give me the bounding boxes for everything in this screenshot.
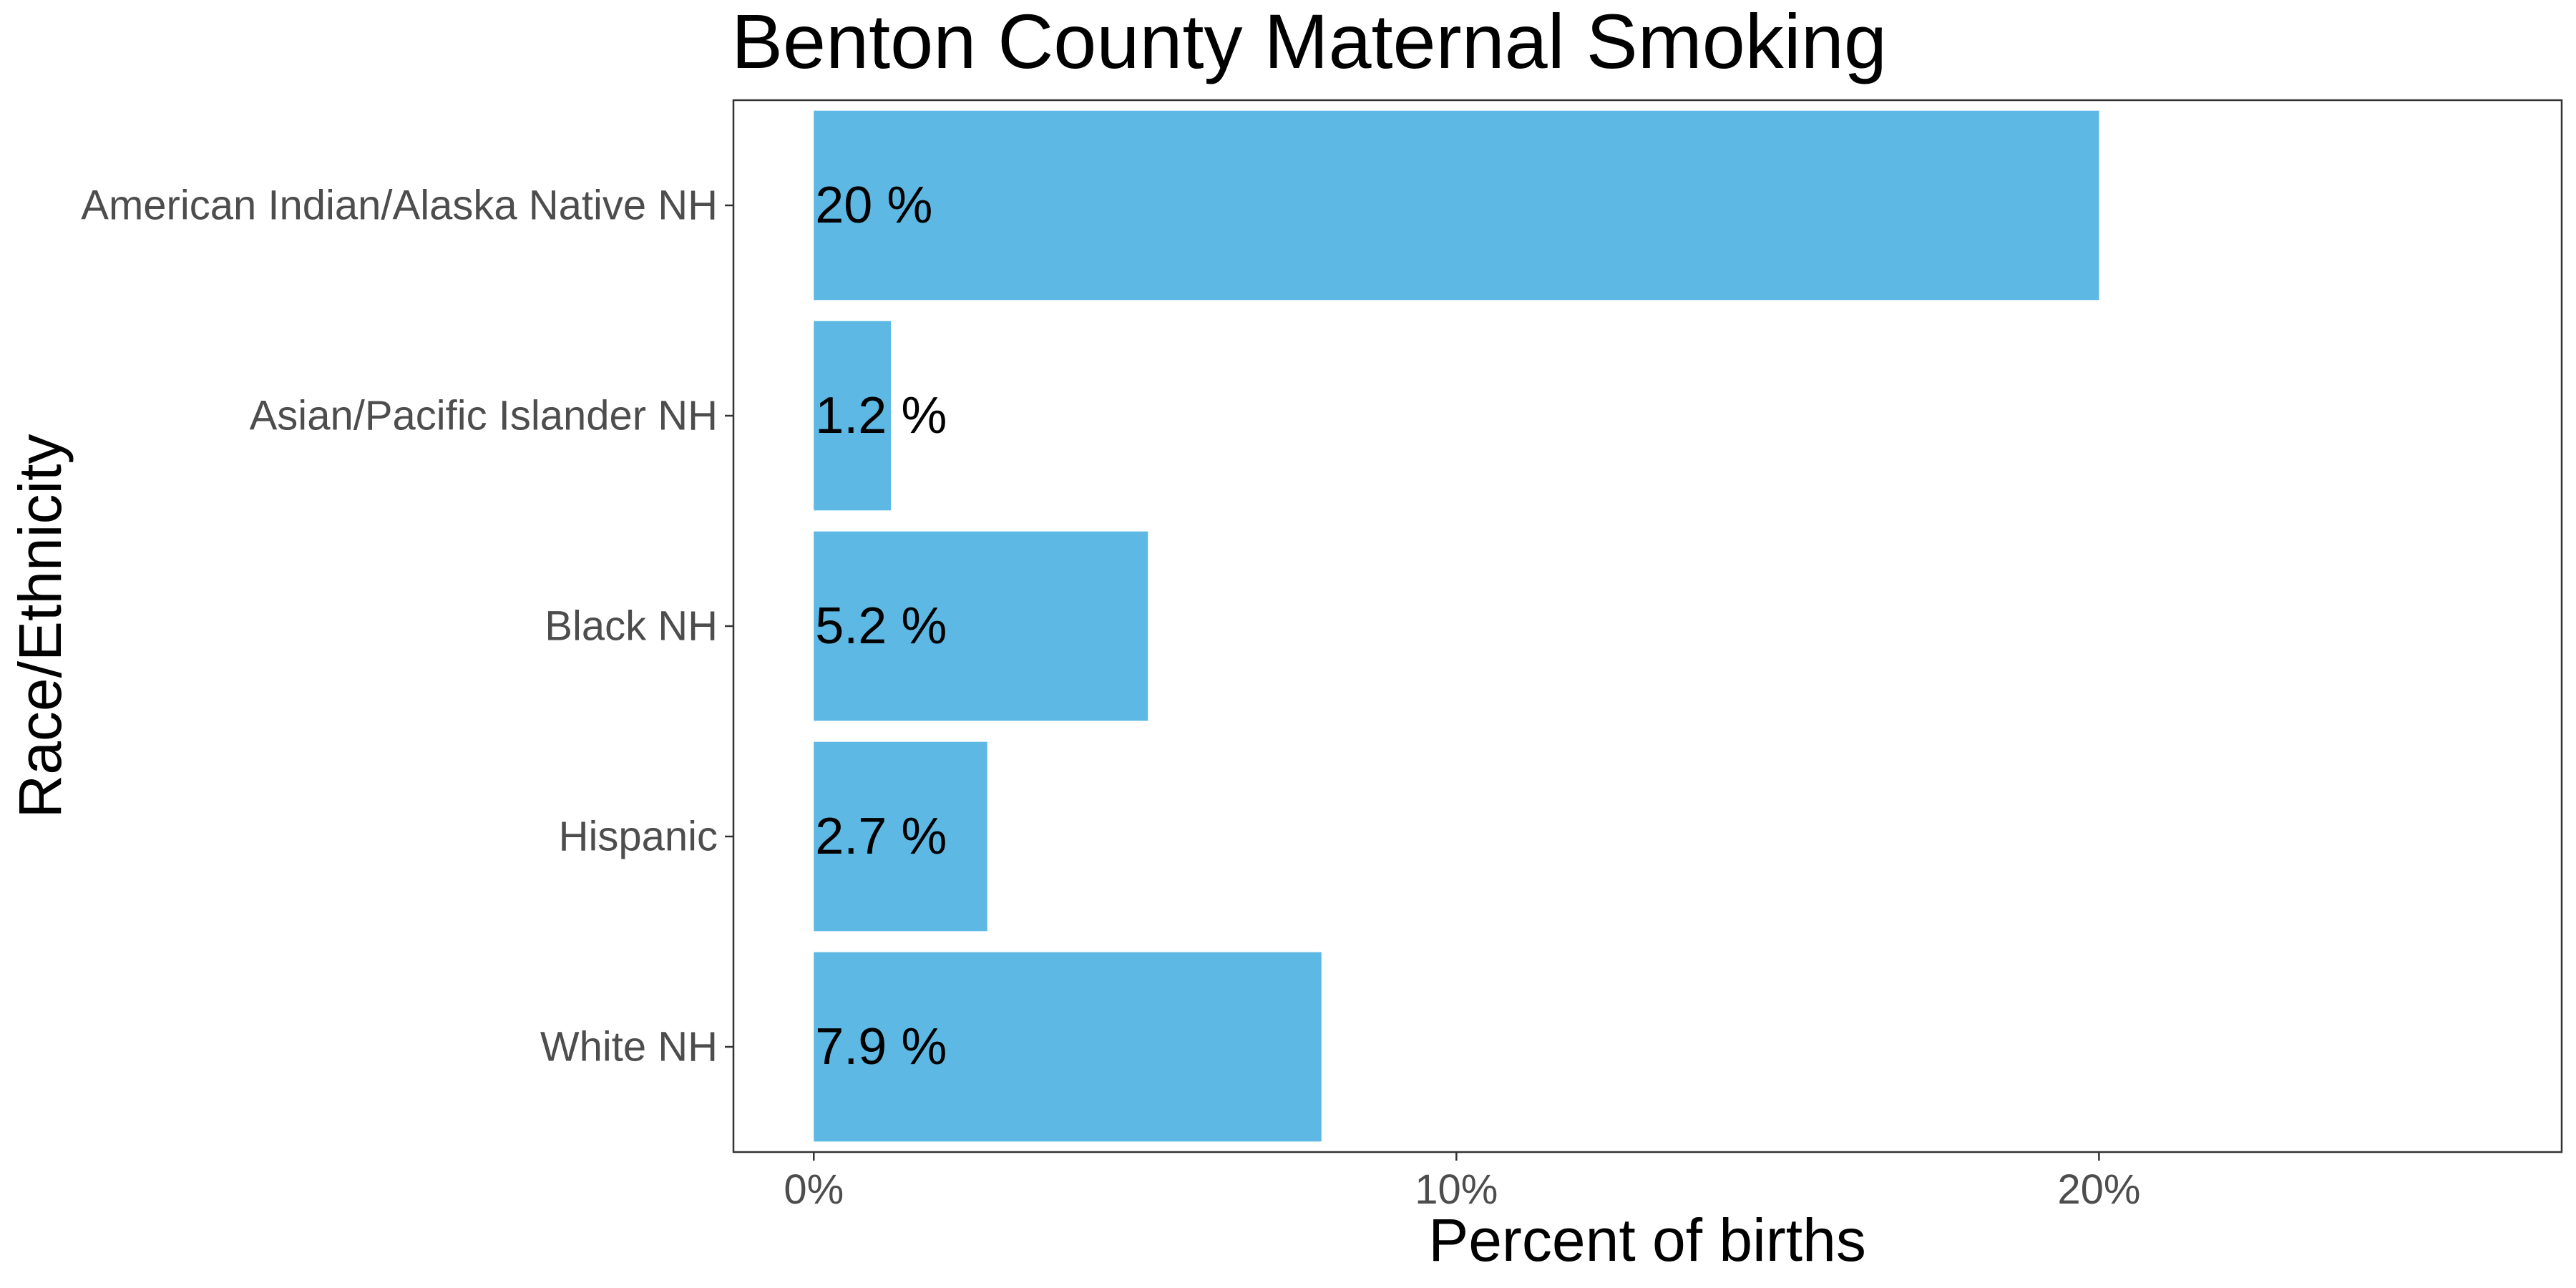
bar-hispanic xyxy=(814,741,987,932)
chart-title: Benton County Maternal Smoking xyxy=(731,0,1887,84)
bar-labels-group: 20 % 1.2 % 5.2 % 2.7 % 7.9 % xyxy=(815,177,947,1075)
data-label-asian-pacific-islander-nh: 1.2 % xyxy=(815,387,947,444)
y-axis-title: Race/Ethnicity xyxy=(6,434,74,819)
y-tick-label-black-nh: Black NH xyxy=(545,603,718,650)
y-tick-label-white-nh: White NH xyxy=(540,1024,718,1070)
bar-asian-pacific-islander-nh xyxy=(814,321,892,511)
x-tick-label: 10% xyxy=(1415,1166,1498,1213)
x-tick-label: 20% xyxy=(2057,1166,2140,1213)
x-tick-label: 0% xyxy=(784,1166,844,1213)
bars-group xyxy=(814,110,2099,1142)
bar-black-nh xyxy=(814,531,1148,721)
y-tick-label-asian-pacific-islander-nh: Asian/Pacific Islander NH xyxy=(250,393,718,439)
y-tick-label-american-indian-alaska-native-nh: American Indian/Alaska Native NH xyxy=(81,182,718,229)
x-axis: 0% 10% 20% xyxy=(784,1152,2140,1213)
y-axis: American Indian/Alaska Native NH Asian/Pa… xyxy=(81,182,733,1070)
data-label-black-nh: 5.2 % xyxy=(815,597,947,655)
data-label-american-indian-alaska-native-nh: 20 % xyxy=(815,177,932,234)
bar-white-nh xyxy=(814,952,1322,1142)
data-label-white-nh: 7.9 % xyxy=(815,1018,947,1075)
data-label-hispanic: 2.7 % xyxy=(815,808,947,865)
bar-american-indian-alaska-native-nh xyxy=(814,110,2099,301)
y-tick-label-hispanic: Hispanic xyxy=(559,814,718,860)
x-axis-title: Percent of births xyxy=(1428,1206,1866,1274)
